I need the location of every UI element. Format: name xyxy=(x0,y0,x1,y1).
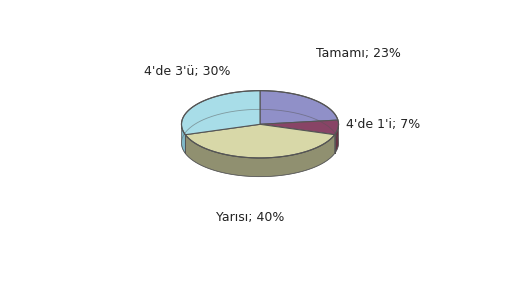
Text: Tamamı; 23%: Tamamı; 23% xyxy=(316,47,401,60)
Polygon shape xyxy=(185,124,335,158)
Polygon shape xyxy=(260,91,338,124)
Polygon shape xyxy=(260,120,339,135)
Polygon shape xyxy=(185,135,335,177)
Polygon shape xyxy=(181,91,260,135)
Polygon shape xyxy=(181,125,185,153)
Text: Yarısı; 40%: Yarısı; 40% xyxy=(216,211,285,224)
Text: 4'de 1'i; 7%: 4'de 1'i; 7% xyxy=(346,118,420,131)
Polygon shape xyxy=(335,124,339,153)
Text: 4'de 3'ü; 30%: 4'de 3'ü; 30% xyxy=(144,65,230,78)
